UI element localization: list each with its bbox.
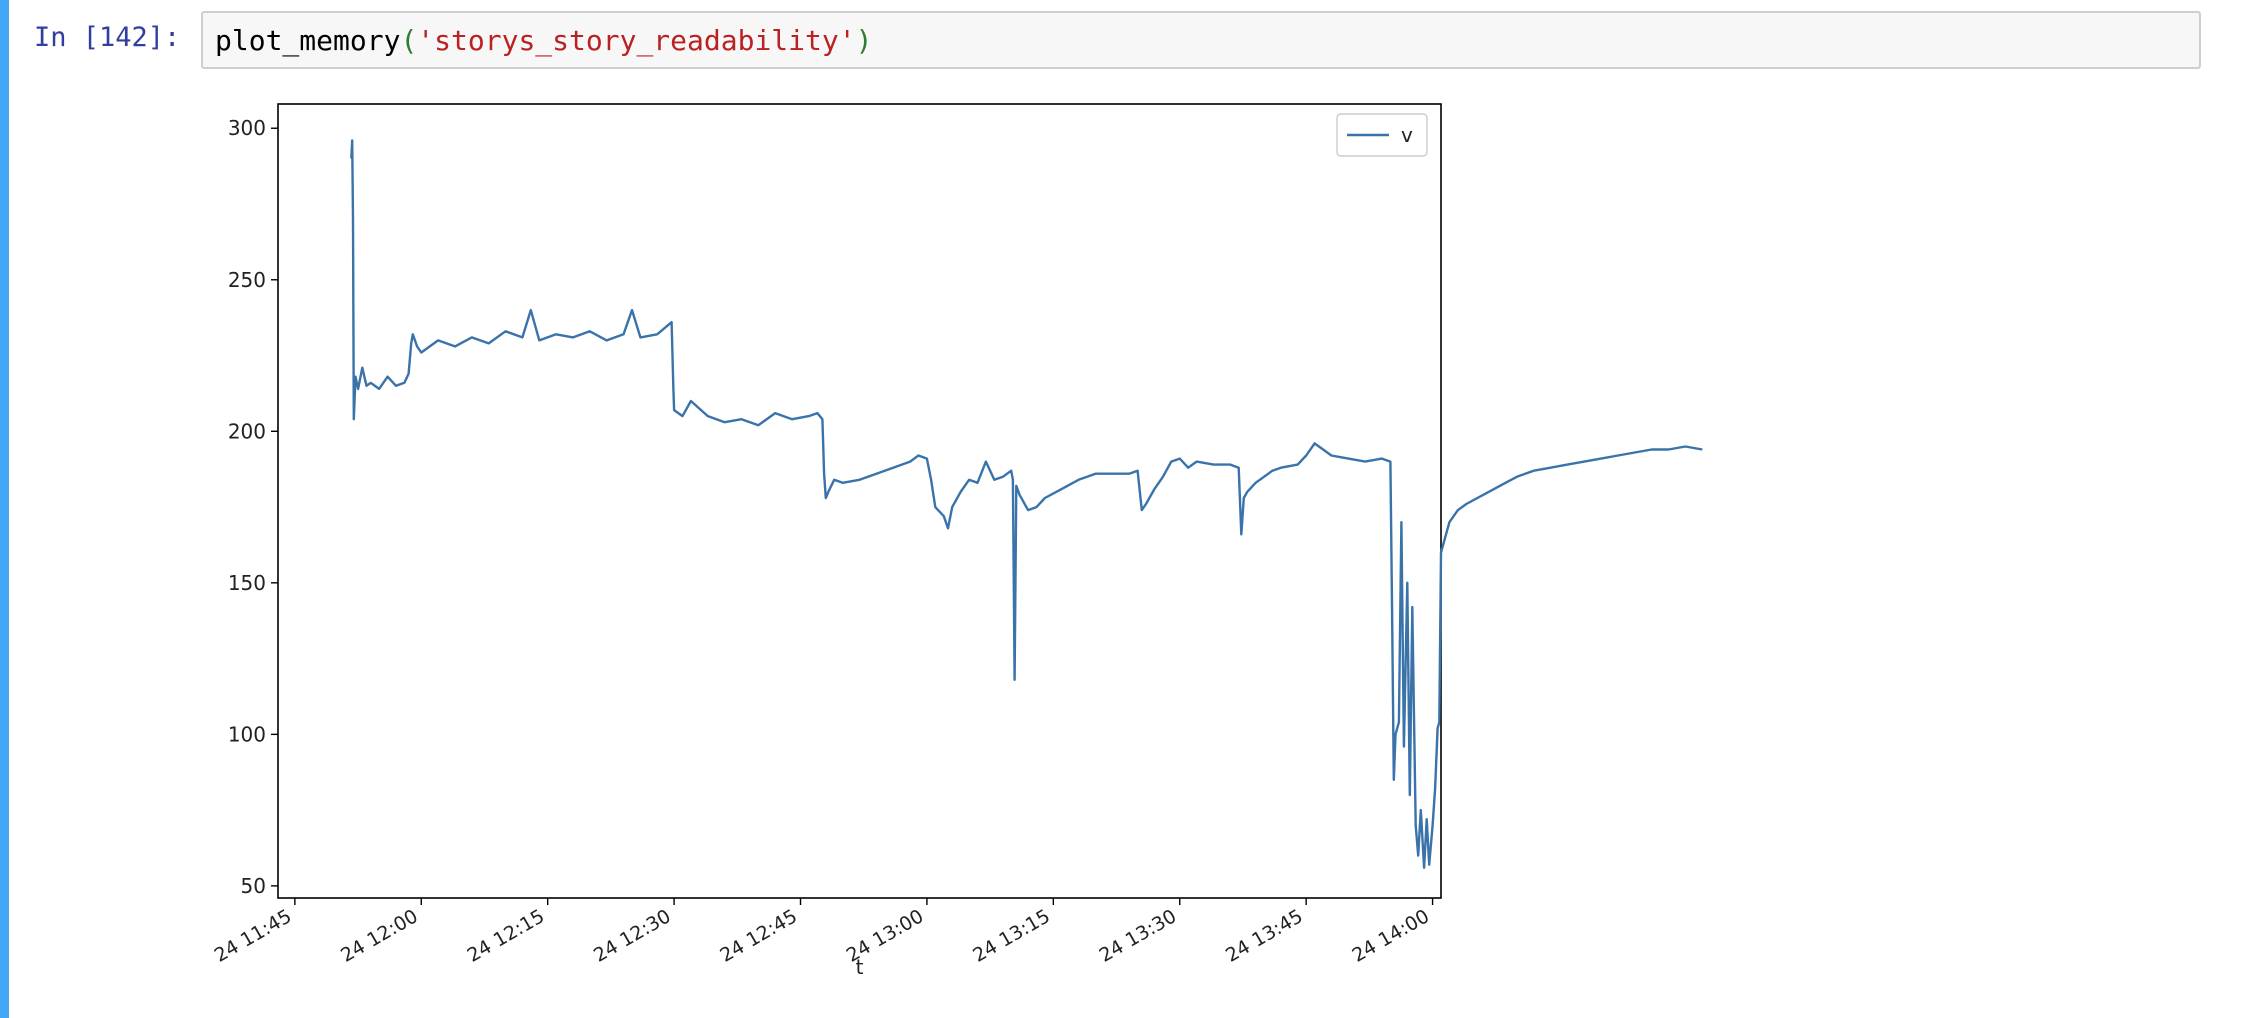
cell-output: 50 100 150 200 250 300 24 11:45 24 12:00 24 12:1… — [201, 80, 2231, 1010]
x-tick-label: 24 13:30 — [1096, 905, 1181, 967]
x-tick-label: 24 12:45 — [716, 905, 801, 967]
y-tick-label: 200 — [228, 419, 266, 443]
code-function-name: plot_memory — [215, 24, 401, 57]
plot-frame — [277, 103, 1442, 899]
cell-selection-bar — [0, 0, 9, 1018]
y-tick-label: 250 — [228, 268, 266, 292]
line-chart: 50 100 150 200 250 300 24 11:45 24 12:00 24 12:1… — [211, 103, 1703, 979]
x-tick-label: 24 12:30 — [590, 905, 675, 967]
input-prompt: In [142]: — [34, 22, 181, 53]
code-line: plot_memory('storys_story_readability') — [215, 24, 872, 57]
x-tick-label: 24 13:15 — [969, 905, 1054, 967]
x-tick-label: 24 14:00 — [1348, 905, 1433, 967]
code-input-area[interactable]: plot_memory('storys_story_readability') — [201, 11, 2201, 69]
x-tick-label: 24 13:45 — [1222, 905, 1307, 967]
y-tick-label: 50 — [241, 874, 266, 898]
x-tick-label: 24 12:00 — [337, 905, 422, 967]
code-close-paren: ) — [855, 24, 873, 57]
y-tick-label: 150 — [228, 571, 266, 595]
code-open-paren: ( — [400, 24, 418, 57]
y-tick-label: 300 — [228, 116, 266, 140]
series-line-v — [350, 139, 1703, 869]
code-string-argument: 'storys_story_readability' — [417, 24, 856, 57]
legend-label: v — [1401, 123, 1413, 147]
x-tick-label: 24 11:45 — [211, 905, 296, 967]
x-tick-label: 24 12:15 — [464, 905, 549, 967]
x-axis-label: t — [856, 955, 864, 979]
y-tick-label: 100 — [228, 722, 266, 746]
